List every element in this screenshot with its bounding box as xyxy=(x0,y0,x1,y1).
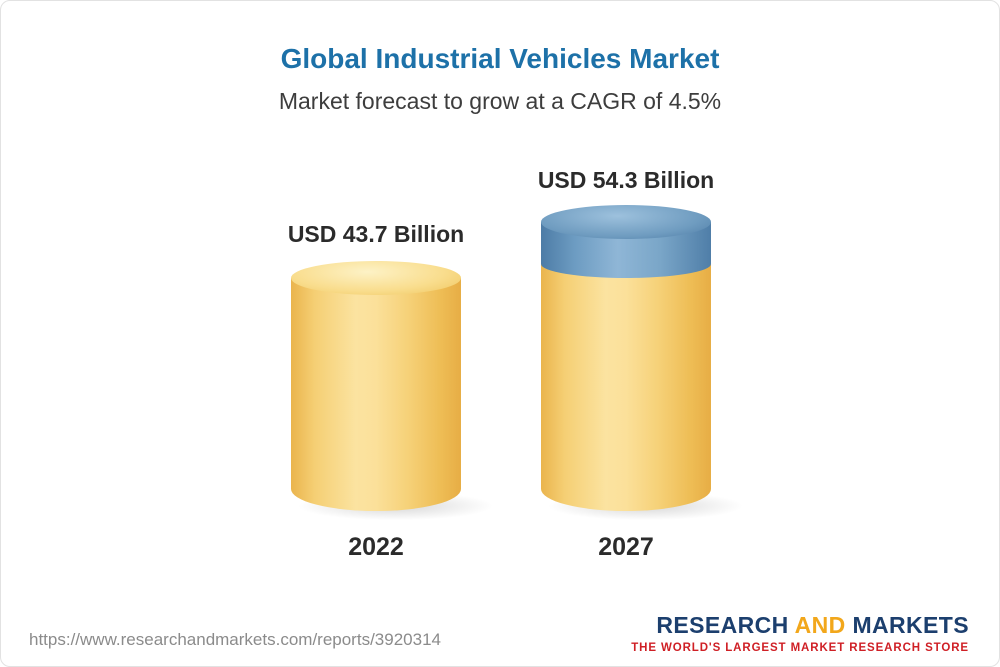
x-axis-label-2022: 2022 xyxy=(348,533,404,561)
logo-word-markets: MARKETS xyxy=(852,612,969,638)
logo-word-research: RESEARCH xyxy=(656,612,789,638)
value-label-2022: USD 43.7 Billion xyxy=(287,221,465,247)
bar-2027 xyxy=(541,205,748,521)
page-title: Global Industrial Vehicles Market xyxy=(280,43,720,74)
bar-2022-body xyxy=(291,278,461,511)
x-axis-label-2027: 2027 xyxy=(598,533,654,561)
bar-2027-top-ellipse xyxy=(541,205,711,239)
logo-wordmark: RESEARCH AND MARKETS xyxy=(631,612,969,639)
bar-2022 xyxy=(291,261,498,521)
research-and-markets-logo: RESEARCH AND MARKETS THE WORLD'S LARGEST… xyxy=(631,612,969,654)
logo-word-and: AND xyxy=(794,612,846,638)
footer-url: https://www.researchandmarkets.com/repor… xyxy=(29,630,441,649)
value-label-2027: USD 54.3 Billion xyxy=(537,167,715,193)
page-subtitle: Market forecast to grow at a CAGR of 4.5… xyxy=(278,88,722,114)
bar-2022-top-ellipse xyxy=(291,261,461,295)
logo-tagline: THE WORLD'S LARGEST MARKET RESEARCH STOR… xyxy=(631,642,969,654)
